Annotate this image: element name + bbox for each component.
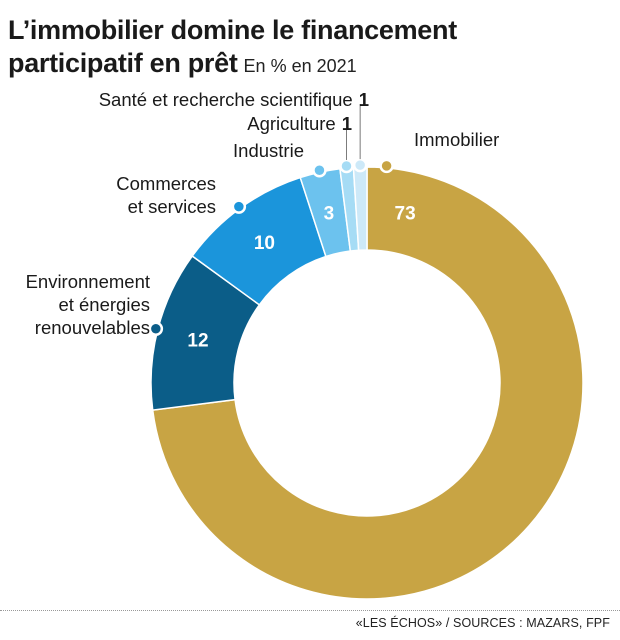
value-label-commerces-et-services: 10 [254, 233, 275, 254]
chart-title: L’immobilier domine le financement parti… [8, 14, 457, 83]
title-line-2-text: participatif en prêt [8, 48, 238, 78]
marker-dot-agriculture [339, 158, 354, 174]
value-label-agriculture: 1 [342, 113, 352, 134]
chart-subtitle: En % en 2021 [243, 56, 357, 76]
category-label-industrie: Industrie [233, 140, 304, 161]
value-label-sante-et-recherche-scientifique: 1 [359, 89, 369, 110]
category-label-immobilier: Immobilier [414, 129, 499, 150]
category-label-environnement-et-energies-renouvelables-line-2: et énergies [58, 294, 150, 315]
value-label-environnement-et-energies-renouvelables: 12 [187, 331, 208, 352]
category-label-sante-et-recherche-scientifique: Santé et recherche scientifique 1 [99, 89, 369, 110]
value-label-immobilier: 73 [395, 204, 416, 225]
category-label-agriculture: Agriculture 1 [247, 113, 352, 134]
marker-dot-immobilier [379, 158, 394, 174]
category-label-environnement-et-energies-renouvelables-line-3: renouvelables [35, 317, 150, 338]
category-label-commerces-et-services-line-2: et services [128, 196, 216, 217]
category-label-environnement-et-energies-renouvelables-line-1: Environnement [26, 271, 150, 292]
marker-dot-sante-et-recherche-scientifique [352, 157, 368, 173]
source-note: «LES ÉCHOS» / SOURCES : MAZARS, FPF [355, 616, 610, 630]
marker-dot-commerces-et-services [231, 199, 247, 214]
value-label-industrie: 3 [324, 204, 335, 225]
marker-dot-environnement-et-energies-renouvelables [148, 321, 164, 337]
title-line-2: participatif en prêt En % en 2021 [8, 47, 457, 83]
title-line-1: L’immobilier domine le financement [8, 15, 457, 45]
marker-dot-industrie [312, 163, 327, 178]
slice-immobilier [151, 166, 584, 600]
footer-divider [0, 610, 620, 611]
category-label-commerces-et-services-line-1: Commerces [116, 173, 216, 194]
